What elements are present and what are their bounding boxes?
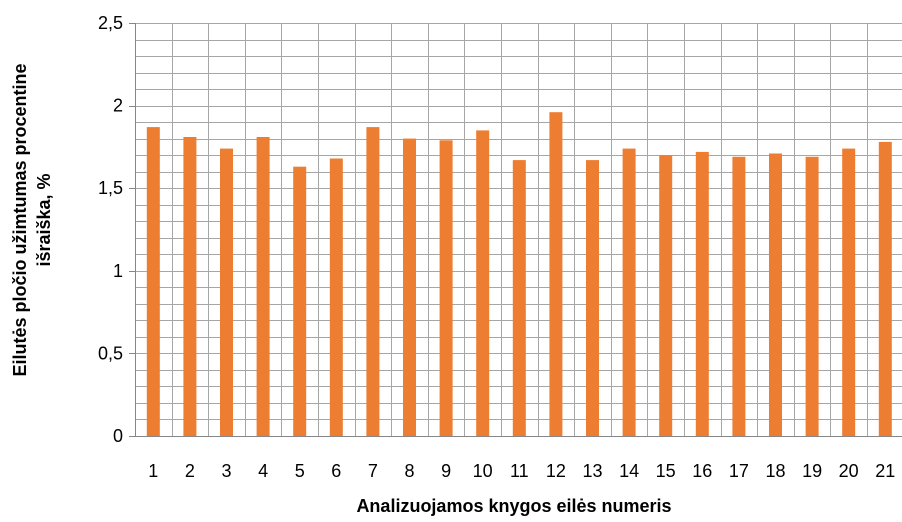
bar <box>695 151 709 436</box>
bar <box>805 156 819 437</box>
bar <box>549 112 563 436</box>
x-tick-label: 7 <box>368 461 378 481</box>
y-tick-label: 2 <box>113 96 123 116</box>
bar <box>586 160 599 436</box>
x-tick-label: 9 <box>441 461 451 481</box>
x-tick-label: 16 <box>692 461 712 481</box>
x-tick-label: 13 <box>582 461 602 481</box>
bar <box>403 138 416 436</box>
bar <box>146 127 160 436</box>
bars <box>146 112 892 437</box>
bar <box>842 148 856 436</box>
y-axis-title-line-1: Eilutės pločio užimtumas procentine <box>10 63 30 376</box>
y-tick-label: 2,5 <box>98 13 123 33</box>
axes <box>129 23 902 437</box>
bar <box>329 158 343 436</box>
bar <box>732 156 746 437</box>
x-tick-label: 8 <box>404 461 414 481</box>
x-tick-label: 2 <box>185 461 195 481</box>
bar <box>622 148 636 436</box>
bar <box>256 137 270 436</box>
y-tick-labels: 0 0,5 1 1,5 2 2,5 <box>98 13 123 446</box>
y-tick-label: 1 <box>113 261 123 281</box>
x-tick-label: 1 <box>148 461 158 481</box>
bar <box>878 141 892 436</box>
bar <box>476 130 490 436</box>
y-tick-label: 0,5 <box>98 343 123 363</box>
bar <box>512 160 526 436</box>
x-tick-label: 5 <box>295 461 305 481</box>
bar <box>293 166 307 436</box>
x-tick-label: 14 <box>619 461 639 481</box>
x-tick-label: 12 <box>546 461 566 481</box>
bar <box>220 148 233 436</box>
y-axis-title-line-2: išraiška, % <box>34 173 54 266</box>
bar <box>183 137 197 436</box>
x-tick-label: 10 <box>473 461 493 481</box>
bar <box>366 127 380 436</box>
y-tick-label: 0 <box>113 426 123 446</box>
bar <box>769 153 782 436</box>
x-tick-label: 15 <box>656 461 676 481</box>
bar <box>659 155 673 436</box>
x-tick-label: 4 <box>258 461 268 481</box>
x-tick-label: 11 <box>510 461 529 481</box>
x-tick-label: 17 <box>729 461 749 481</box>
x-tick-label: 21 <box>875 461 895 481</box>
bar <box>439 140 453 437</box>
x-tick-label: 3 <box>221 461 231 481</box>
x-tick-label: 19 <box>802 461 822 481</box>
x-tick-labels: 1 2 3 4 5 6 7 8 9 10 11 12 13 14 15 16 17 18 19 20 21 <box>148 461 895 481</box>
x-axis-title: Analizuojamos knygos eilės numeris <box>356 496 671 516</box>
x-tick-label: 20 <box>839 461 859 481</box>
x-tick-label: 6 <box>331 461 341 481</box>
y-tick-label: 1,5 <box>98 178 123 198</box>
x-tick-label: 18 <box>765 461 785 481</box>
